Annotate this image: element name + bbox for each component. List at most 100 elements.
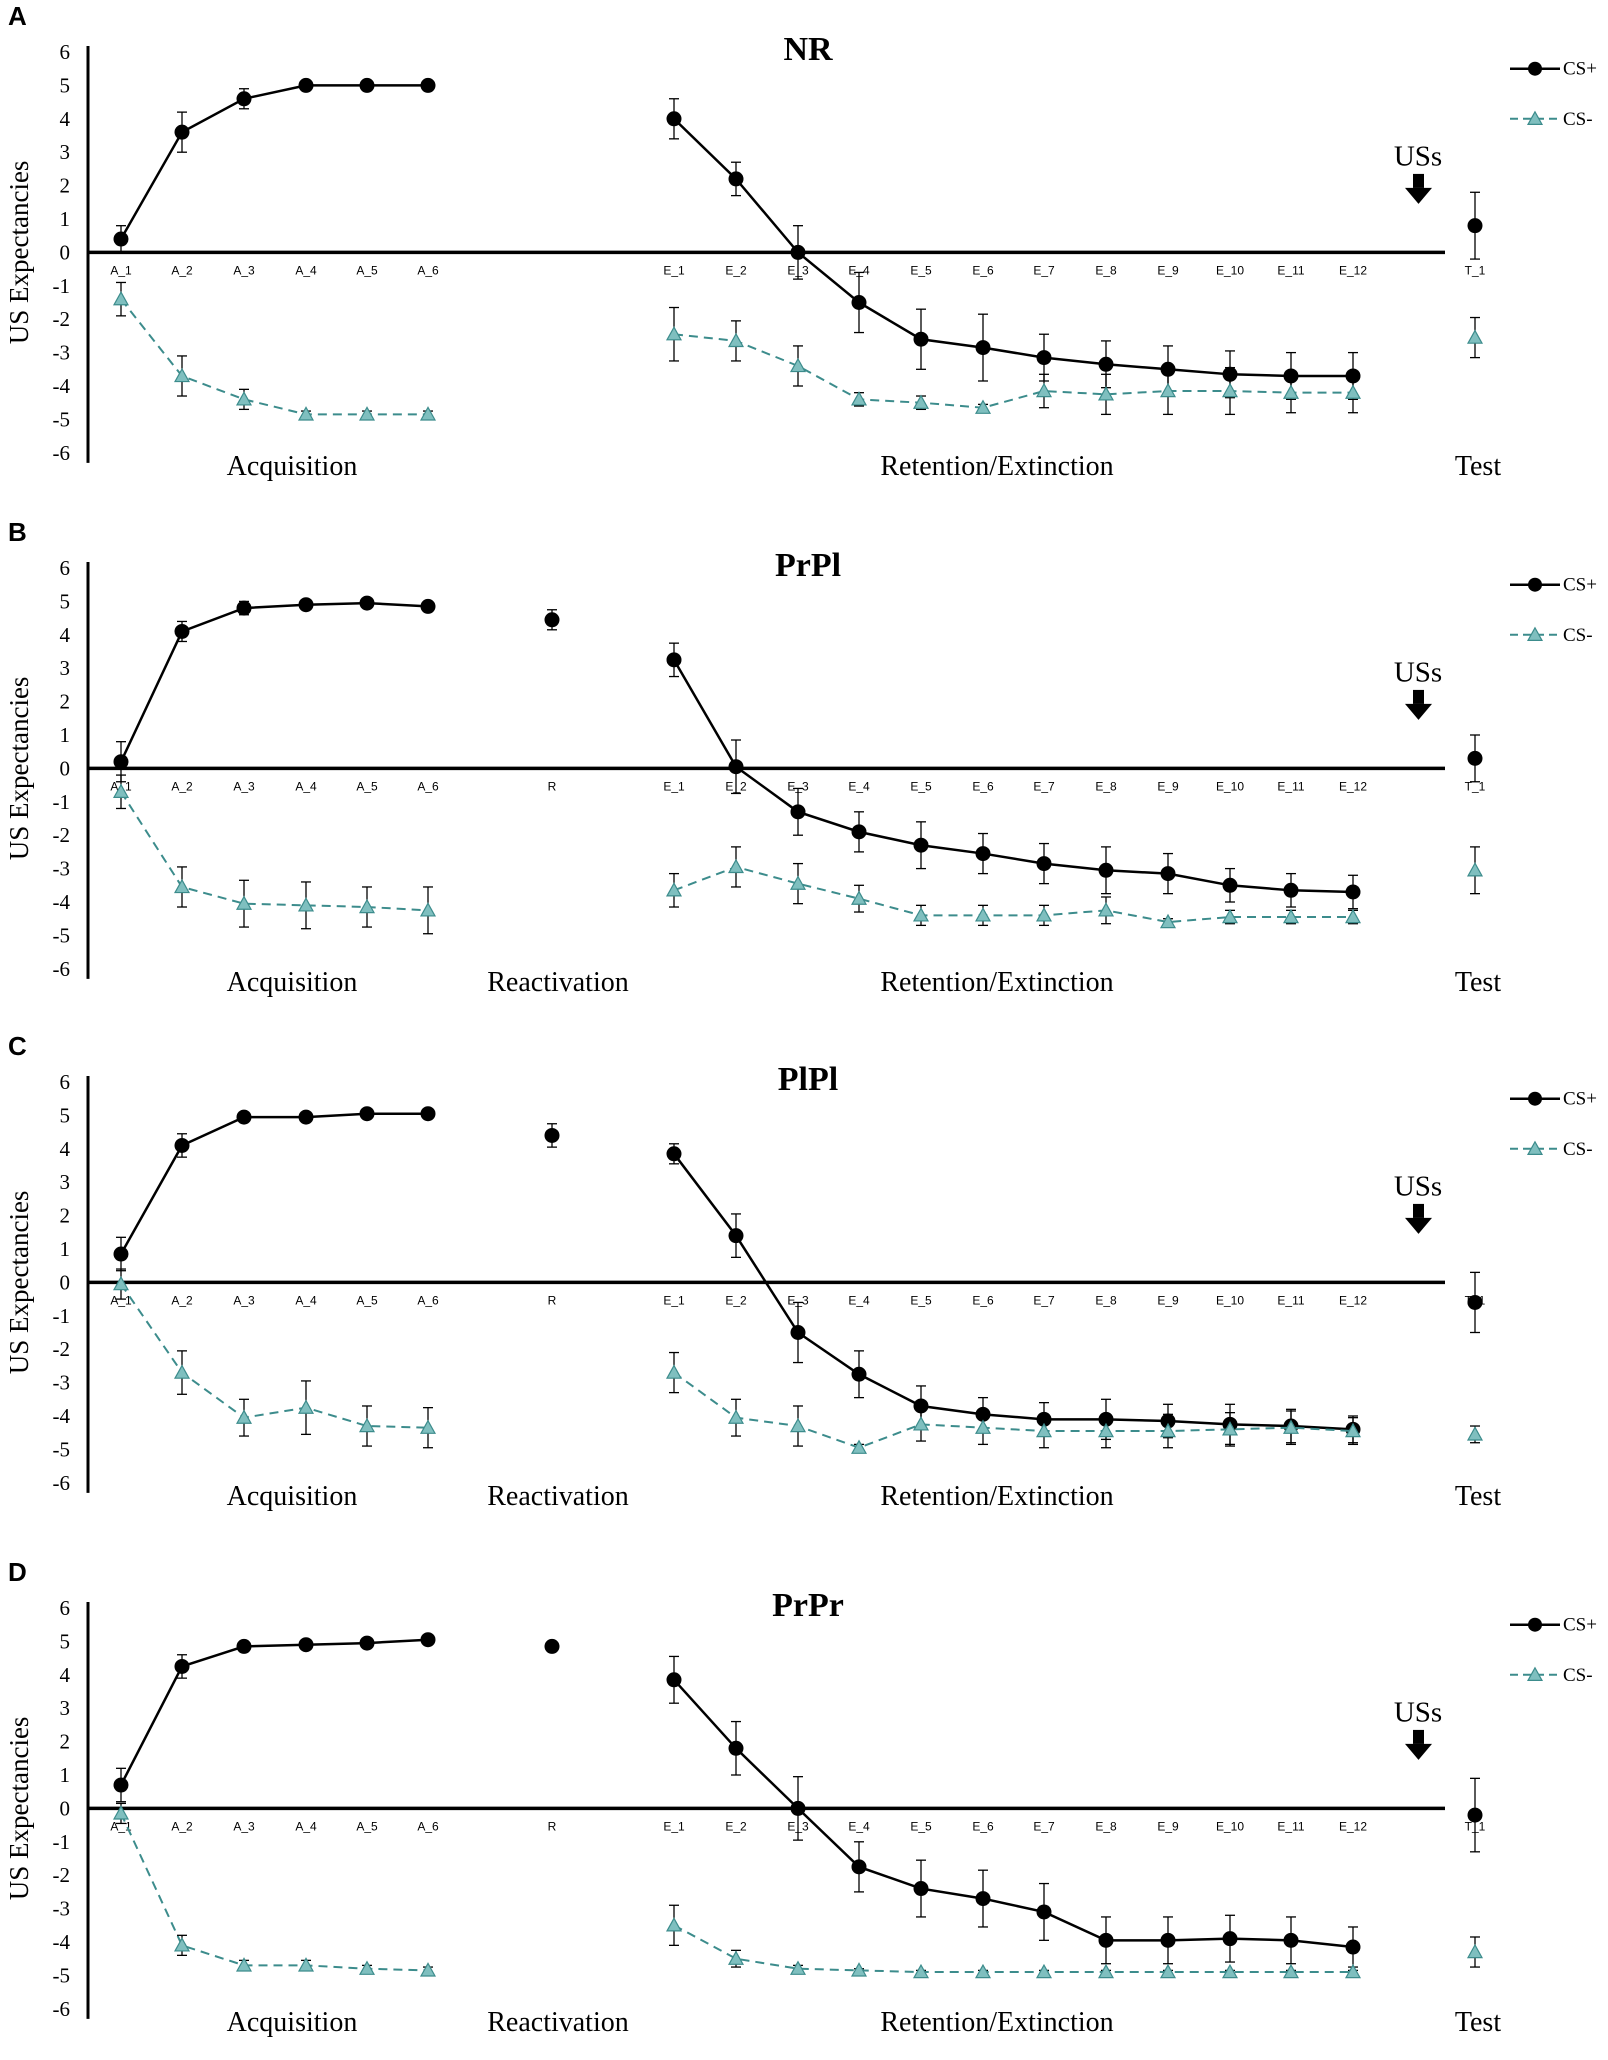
data-point — [112, 1275, 130, 1291]
series-csminus — [112, 1802, 1484, 1979]
data-point — [359, 1106, 375, 1122]
data-point — [113, 1246, 129, 1262]
x-tick-label: E_2 — [725, 263, 747, 277]
data-point — [727, 332, 745, 348]
series-line — [119, 84, 428, 240]
data-point — [850, 1962, 868, 1977]
series-csplus — [113, 1106, 1483, 1446]
x-tick-label: E_5 — [910, 263, 932, 277]
data-point — [173, 367, 191, 383]
x-tick-label: E_7 — [1033, 263, 1055, 277]
y-tick-label: 2 — [60, 174, 71, 198]
x-tick-label: E_4 — [848, 1819, 870, 1833]
x-tick-label: A_1 — [110, 1293, 132, 1307]
data-point — [974, 399, 992, 414]
data-point — [1466, 1426, 1484, 1441]
x-tick-label: E_12 — [1339, 263, 1367, 277]
phase-label-test: Test — [1455, 451, 1501, 482]
data-point — [1097, 1422, 1115, 1438]
x-tick-label: E_8 — [1095, 779, 1117, 793]
x-tick-label: A_3 — [233, 263, 255, 277]
data-point — [1345, 1939, 1361, 1955]
down-arrow-icon — [1405, 689, 1432, 720]
y-tick-label: 3 — [60, 1170, 71, 1194]
data-point — [419, 1962, 437, 1977]
panel-letter: B — [8, 517, 27, 547]
series-line — [673, 1371, 1354, 1449]
data-point — [665, 1917, 683, 1932]
phase-label-acquisition: Acquisition — [227, 2007, 358, 2038]
y-tick-label: -3 — [53, 857, 71, 881]
phase-label-reactivation: Reactivation — [487, 1481, 629, 1512]
x-tick-label: A_5 — [356, 1819, 378, 1833]
y-tick-label: 1 — [60, 723, 71, 747]
data-point — [727, 1409, 745, 1424]
data-point — [420, 598, 436, 614]
phase-label-acquisition: Acquisition — [227, 967, 358, 998]
x-tick-label: E_11 — [1277, 263, 1304, 277]
x-tick-label: E_4 — [848, 1293, 870, 1307]
legend-csminus-label: CS- — [1563, 1139, 1593, 1160]
data-point — [790, 804, 806, 820]
data-point — [297, 406, 315, 421]
x-tick-label: E_6 — [972, 1293, 994, 1307]
y-tick-label: -5 — [53, 923, 71, 947]
data-point — [544, 1638, 560, 1654]
y-tick-label: -3 — [53, 1897, 71, 1921]
data-point — [235, 1957, 253, 1972]
x-tick-label: A_1 — [110, 1819, 132, 1833]
data-point — [912, 394, 930, 409]
x-tick-label: E_1 — [663, 263, 685, 277]
y-tick-label: -1 — [53, 1830, 71, 1854]
data-point — [236, 1109, 252, 1125]
data-point — [975, 846, 991, 862]
data-point — [298, 1109, 314, 1125]
data-point — [790, 1800, 806, 1816]
y-tick-label: -4 — [53, 1930, 71, 1954]
y-tick-label: 2 — [60, 1204, 71, 1228]
y-tick-label: 1 — [60, 1763, 71, 1787]
panel-D: D PrPr 6 5 4 3 2 1 0 -1 -2 -3 -4 -5 -6 US Expectancies A… — [4, 1557, 1597, 2038]
y-tick-label: -4 — [53, 1404, 71, 1428]
data-point — [358, 898, 376, 914]
data-point — [1467, 750, 1483, 766]
x-tick-label: E_5 — [910, 1819, 932, 1833]
data-point — [235, 895, 253, 910]
legend-csminus-label: CS- — [1563, 1665, 1593, 1686]
data-point — [975, 340, 991, 356]
x-tick-label: A_1 — [110, 263, 132, 277]
data-point — [728, 171, 744, 187]
legend: CS+ CS- — [1510, 1089, 1597, 1160]
data-point — [1160, 1932, 1176, 1948]
series-line — [673, 1153, 1354, 1431]
x-tick-label: E_12 — [1339, 779, 1367, 793]
y-tick-label: 6 — [60, 556, 71, 580]
panel-B: B PrPl 6 5 4 3 2 1 0 -1 -2 -3 -4 -5 -6 US Expectancies A… — [4, 517, 1597, 998]
data-point — [1283, 1932, 1299, 1948]
data-point — [544, 612, 560, 628]
series-csminus — [112, 281, 1484, 421]
data-point — [666, 111, 682, 127]
x-tick-label: A_4 — [295, 263, 317, 277]
data-point — [298, 1637, 314, 1653]
data-point — [297, 897, 315, 912]
x-tick-label: E_9 — [1157, 1293, 1179, 1307]
data-point — [1159, 382, 1177, 398]
data-point — [1282, 1419, 1300, 1434]
legend: CS+ CS- — [1510, 59, 1597, 130]
data-point — [913, 1881, 929, 1897]
data-point — [1467, 1807, 1483, 1823]
y-axis-label: US Expectancies — [4, 677, 34, 861]
y-tick-label: -2 — [53, 823, 71, 847]
panel-C: C PlPl 6 5 4 3 2 1 0 -1 -2 -3 -4 -5 -6 US Expectancies A… — [4, 1031, 1597, 1512]
data-point — [1159, 913, 1177, 929]
x-tick-label: A_3 — [233, 1819, 255, 1833]
y-tick-label: 5 — [60, 1629, 71, 1653]
x-tick-label: A_6 — [417, 263, 439, 277]
data-point — [1344, 1963, 1362, 1979]
legend-csplus-label: CS+ — [1563, 1089, 1597, 1110]
data-point — [974, 907, 992, 922]
data-point — [912, 907, 930, 922]
x-tick-label: A_2 — [171, 779, 193, 793]
data-point — [1035, 907, 1053, 922]
